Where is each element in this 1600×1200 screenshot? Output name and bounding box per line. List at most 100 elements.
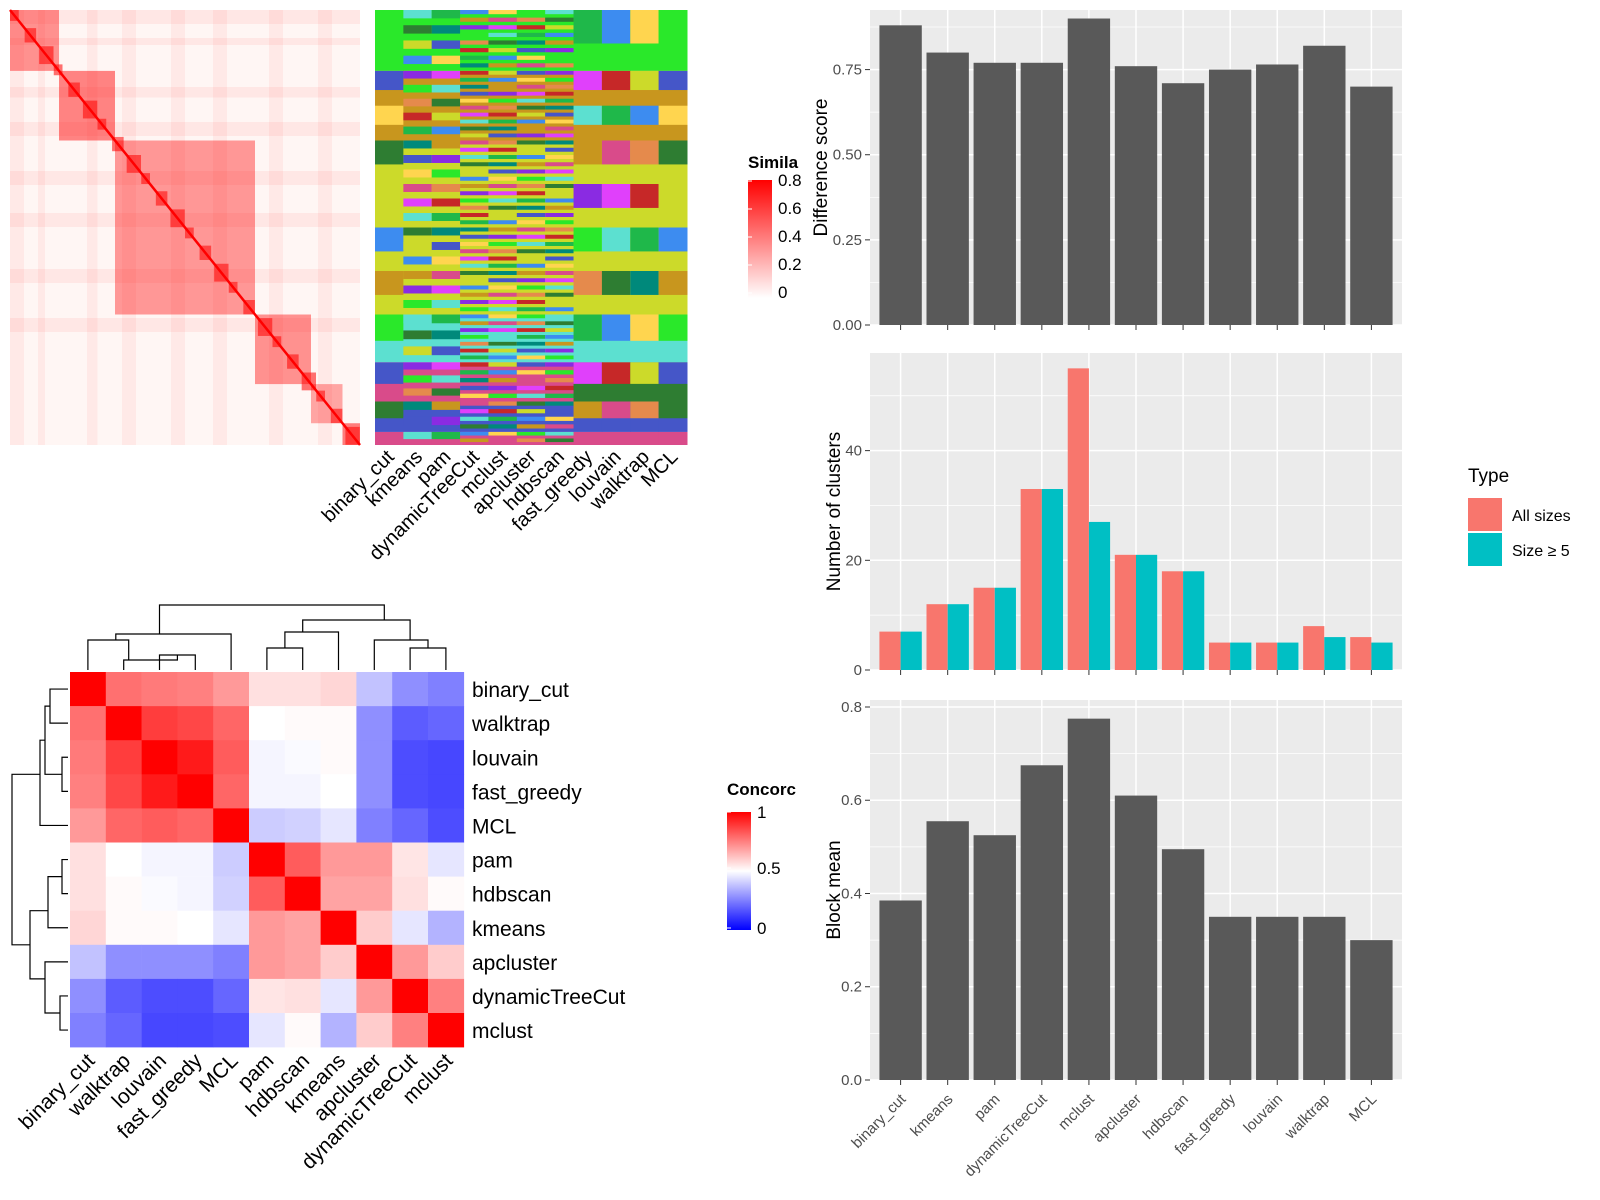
similarity-stripe [10,10,360,24]
annotation-stripe [573,227,603,252]
annotation-stripe [403,98,433,107]
annotation-stripe [545,32,575,38]
concordance-cell [392,740,429,775]
annotation-stripe [460,393,489,398]
concordance-cell [213,944,250,980]
annotation-stripe [545,292,575,297]
bar-all-sizes [926,604,948,670]
annotation-stripe [488,213,518,217]
annotation-stripe [488,348,518,353]
annotation-stripe [545,278,575,283]
concordance-row-label: pam [472,850,513,873]
annotation-stripe [545,213,575,217]
annotation-stripe [658,70,688,91]
annotation-stripe [516,234,546,239]
concordance-cell [213,842,250,877]
annotation-stripe [488,162,518,167]
annotation-stripe [516,278,546,283]
annotation-stripe [516,133,546,138]
annotation-stripe [545,10,575,15]
similarity-legend: Simila 0.8 0.6 0.4 0.2 0 [748,153,802,302]
annotation-stripe [545,140,575,145]
annotation-stripe [460,263,489,268]
annotation-stripe [460,119,489,124]
annotation-stripe [488,133,518,138]
annotation-stripe [545,393,575,398]
annotation-stripe [545,84,575,89]
annotation-stripe [630,362,660,384]
concordance-cell [356,842,393,877]
annotation-stripe [460,355,489,360]
annotation-stripe [488,321,518,326]
bar-all-sizes [1208,642,1231,670]
annotation-stripe [375,227,404,252]
similarity-subblock [170,209,185,228]
concordance-cell [105,808,142,843]
concordance-row-label: MCL [472,815,516,838]
similarity-subblock [257,318,273,336]
annotation-stripe [516,335,546,339]
concordance-cell [249,774,286,809]
concordance-cell [392,672,429,707]
annotation-stripe [460,91,489,96]
concordance-cell [320,842,357,877]
annotation-stripe [488,77,518,82]
concordance-cell [177,910,214,946]
concordance-cell [356,740,393,775]
concordance-legend-ticks: 10.50 [727,803,781,938]
annotation-stripe [403,346,433,356]
annotation-band [630,431,660,445]
x-tick-label: mclust [1055,1090,1098,1133]
annotation-stripe [375,140,404,165]
annotation-stripe [516,424,546,429]
annotation-stripe [431,112,461,121]
concordance-legend-title: Concorc [727,780,796,799]
concordance-cell [320,910,357,946]
annotation-stripe [403,300,433,308]
annotation-stripe [375,70,404,91]
annotation-stripe [460,133,489,138]
concordance-cell [249,672,286,707]
annotation-stripe [516,84,546,89]
annotation-stripe [545,256,575,261]
concordance-cell [70,672,107,707]
annotation-stripe [488,119,518,124]
annotation-stripe [601,10,631,44]
concordance-cell [249,944,286,980]
annotation-stripe [488,431,518,436]
concordance-legend-gradient [727,812,751,930]
similarity-blocks [9,9,361,446]
annotation-band [601,431,631,445]
y-tick-label: 0.2 [841,979,862,996]
annotation-stripe [516,63,546,68]
concordance-row-label: walktrap [471,713,550,736]
annotation-stripe [545,70,575,75]
annotation-stripe [516,300,546,304]
concordance-cell [249,706,286,741]
concordance-cell [249,910,286,946]
annotation-stripe [516,256,546,261]
annotation-stripe [403,169,433,178]
concordance-cell [320,944,357,980]
similarity-subblock [155,191,168,206]
annotation-stripe [545,48,575,53]
annotation-stripe [516,385,546,391]
annotation-stripe [460,220,489,225]
difference-score-panel: 0.00 0.25 0.50 0.75 Difference score [811,10,1402,334]
concordance-cell [356,910,393,946]
bar [1020,62,1064,325]
annotation-stripe [488,424,518,429]
annotation-stripe [516,126,546,131]
annotation-stripe [460,378,489,383]
dendrogram-branch [284,631,340,670]
bar-size-ge5 [900,631,922,670]
annotation-stripe [545,348,575,353]
concordance-cell [213,876,250,911]
annotation-stripe [545,249,575,254]
annotation-stripe [460,416,489,421]
bar-size-ge5 [1230,642,1252,670]
dendrogram-branch [158,604,385,634]
concordance-cell [392,910,429,946]
annotation-stripe [516,271,546,275]
